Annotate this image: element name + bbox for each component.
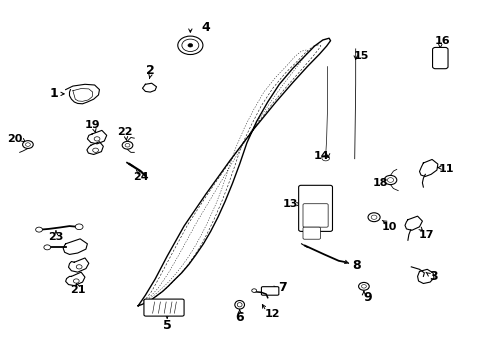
- Ellipse shape: [122, 141, 133, 149]
- Ellipse shape: [234, 301, 244, 309]
- Ellipse shape: [187, 44, 192, 47]
- Text: 22: 22: [117, 127, 132, 137]
- Text: 2: 2: [145, 64, 154, 77]
- Ellipse shape: [358, 283, 368, 290]
- Text: 18: 18: [372, 178, 388, 188]
- FancyBboxPatch shape: [261, 287, 278, 295]
- Text: 14: 14: [313, 151, 329, 161]
- Text: 10: 10: [381, 222, 396, 232]
- Text: 16: 16: [434, 36, 449, 46]
- Ellipse shape: [251, 289, 256, 292]
- Ellipse shape: [237, 303, 242, 307]
- Ellipse shape: [367, 213, 379, 222]
- Text: 19: 19: [84, 120, 100, 130]
- Text: 11: 11: [438, 165, 453, 174]
- Text: 20: 20: [7, 134, 22, 144]
- FancyBboxPatch shape: [303, 227, 320, 239]
- Text: 3: 3: [428, 270, 436, 283]
- Text: 6: 6: [235, 311, 244, 324]
- Text: 1: 1: [49, 87, 58, 100]
- Text: 9: 9: [363, 291, 371, 304]
- FancyBboxPatch shape: [303, 204, 327, 227]
- Ellipse shape: [384, 175, 396, 185]
- Text: 12: 12: [264, 309, 280, 319]
- Text: 21: 21: [70, 285, 85, 295]
- FancyBboxPatch shape: [432, 48, 447, 69]
- Ellipse shape: [125, 144, 130, 147]
- Text: 23: 23: [48, 233, 63, 242]
- Text: 17: 17: [418, 230, 433, 240]
- Ellipse shape: [178, 36, 203, 54]
- Ellipse shape: [94, 137, 100, 141]
- Ellipse shape: [370, 215, 376, 219]
- Ellipse shape: [36, 227, 42, 232]
- Text: 8: 8: [352, 259, 360, 272]
- Ellipse shape: [361, 284, 366, 288]
- Text: 13: 13: [282, 199, 298, 209]
- Ellipse shape: [76, 265, 82, 269]
- Ellipse shape: [25, 143, 30, 146]
- Ellipse shape: [75, 224, 83, 230]
- Ellipse shape: [44, 245, 51, 250]
- Ellipse shape: [93, 148, 98, 152]
- FancyBboxPatch shape: [143, 299, 183, 316]
- Text: 15: 15: [353, 51, 368, 61]
- Text: 5: 5: [163, 319, 171, 332]
- FancyBboxPatch shape: [298, 185, 332, 231]
- Text: 24: 24: [132, 172, 148, 182]
- Ellipse shape: [182, 39, 199, 51]
- Ellipse shape: [73, 279, 79, 283]
- Text: 4: 4: [201, 21, 210, 34]
- Text: 7: 7: [277, 281, 286, 294]
- Ellipse shape: [386, 178, 393, 182]
- Ellipse shape: [22, 141, 33, 148]
